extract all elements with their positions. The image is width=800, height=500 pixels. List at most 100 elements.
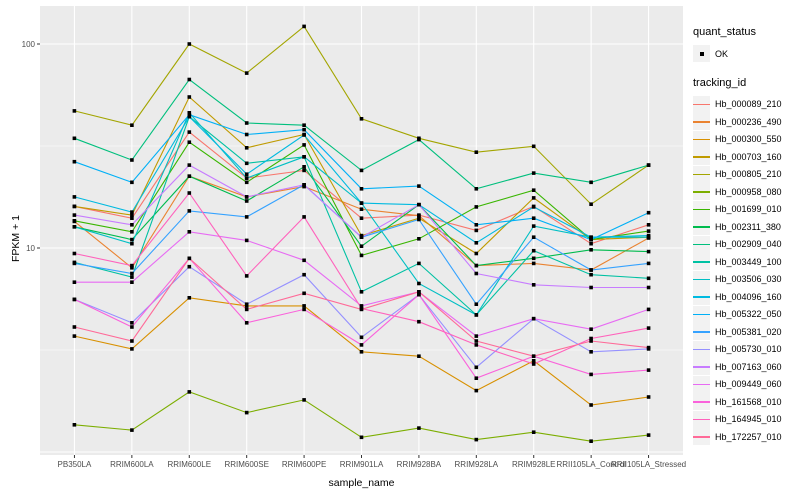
data-point-marker	[474, 302, 479, 306]
data-point-marker	[244, 180, 249, 185]
data-point-marker	[474, 205, 479, 209]
legend-key-box	[693, 410, 710, 428]
legend-item-Hb_172257_010: Hb_172257_010	[693, 428, 799, 446]
data-point-marker	[589, 439, 593, 443]
legend-item-label: Hb_007163_060	[715, 361, 782, 372]
data-point-marker	[474, 187, 479, 191]
data-point-marker	[474, 437, 479, 442]
data-point-marker	[417, 202, 421, 207]
data-point-marker	[187, 264, 192, 269]
data-point-marker	[646, 163, 651, 167]
legend-item-label: Hb_009449_060	[715, 379, 782, 390]
series-color-line-icon	[693, 331, 710, 333]
data-point-marker	[359, 244, 364, 248]
legend-item-label: Hb_172257_010	[715, 431, 782, 442]
data-point-marker	[646, 261, 651, 266]
legend-key-box	[693, 130, 710, 148]
series-color-line-icon	[693, 436, 710, 438]
data-point-marker	[302, 398, 306, 402]
data-point-marker	[589, 180, 593, 185]
data-point-marker	[474, 388, 479, 393]
data-point-marker	[302, 291, 306, 296]
legend-key-box	[693, 428, 710, 446]
data-point-marker	[474, 223, 479, 227]
legend-item-label: Hb_003449_100	[715, 256, 782, 267]
data-point-marker	[244, 176, 249, 180]
series-color-line-icon	[693, 173, 710, 176]
legend-item-label: Hb_005730_010	[715, 344, 782, 355]
data-point-marker	[187, 111, 192, 115]
legend-group-tracking-id: tracking_id Hb_000089_210 Hb_000236_490 Hb…	[693, 77, 799, 446]
data-point-marker	[646, 395, 651, 399]
data-point-marker	[359, 235, 364, 239]
point-marker-icon	[699, 51, 704, 56]
data-point-marker	[646, 307, 651, 312]
legend-key-box	[693, 288, 710, 306]
data-point-marker	[531, 171, 536, 175]
legend-key-box	[693, 113, 710, 131]
legend-item-label: Hb_000703_160	[715, 151, 782, 162]
legend-item-Hb_001699_010: Hb_001699_010	[693, 200, 799, 219]
data-point-marker	[531, 359, 536, 363]
data-point-marker	[130, 210, 134, 214]
data-point-marker	[244, 195, 249, 199]
data-point-marker	[646, 368, 651, 372]
legend-key-box	[693, 218, 710, 236]
y-tick-label: 100	[22, 40, 36, 49]
data-point-marker	[474, 365, 479, 370]
data-point-marker	[72, 297, 77, 302]
legend-item-Hb_000703_160: Hb_000703_160	[693, 148, 799, 166]
legend-key-box	[693, 305, 710, 323]
data-point-marker	[302, 307, 306, 312]
data-point-marker	[187, 130, 192, 134]
series-color-line-icon	[693, 401, 710, 403]
legend-item-Hb_000236_490: Hb_000236_490	[693, 113, 799, 131]
series-color-line-icon	[693, 313, 710, 316]
data-point-marker	[646, 285, 651, 290]
series-color-line-icon	[693, 103, 710, 106]
data-point-marker	[130, 223, 134, 227]
data-point-marker	[417, 217, 421, 222]
data-point-marker	[72, 159, 77, 164]
data-point-marker	[417, 290, 421, 294]
data-point-marker	[474, 313, 479, 317]
legend-key-box	[693, 183, 710, 201]
data-point-marker	[417, 213, 421, 218]
x-tick-label: RRIM600LA	[110, 460, 154, 469]
data-point-marker	[187, 191, 192, 195]
data-point-marker	[244, 71, 249, 75]
data-point-marker	[417, 281, 421, 286]
data-point-marker	[359, 216, 364, 220]
data-point-marker	[130, 230, 134, 234]
x-tick-label: RRIM600LE	[167, 460, 211, 469]
x-tick-label: PB350LA	[58, 460, 92, 469]
legend-key-box	[693, 375, 710, 393]
legend-key-box	[693, 200, 710, 218]
y-tick-label: 10	[26, 244, 35, 253]
data-point-marker	[72, 204, 77, 209]
data-point-marker	[244, 199, 249, 203]
data-point-marker	[302, 24, 306, 29]
data-point-marker	[72, 334, 77, 338]
legend-item-Hb_000958_080: Hb_000958_080	[693, 183, 799, 201]
legend-item-label: Hb_002909_040	[715, 239, 782, 250]
data-point-marker	[244, 161, 249, 166]
data-point-marker	[589, 327, 593, 331]
data-point-marker	[359, 201, 364, 205]
data-point-marker	[359, 350, 364, 354]
data-point-marker	[72, 213, 77, 217]
data-point-marker	[130, 263, 134, 268]
data-point-marker	[244, 307, 249, 312]
data-point-marker	[417, 237, 421, 241]
data-point-marker	[589, 237, 593, 242]
series-color-line-icon	[693, 226, 710, 228]
data-point-marker	[130, 271, 134, 276]
data-point-marker	[244, 321, 249, 325]
data-point-marker	[244, 172, 249, 176]
data-point-marker	[244, 274, 249, 278]
data-point-marker	[531, 283, 536, 287]
data-point-marker	[302, 258, 306, 263]
legend-item-ok: OK	[693, 45, 799, 63]
data-point-marker	[187, 256, 192, 261]
